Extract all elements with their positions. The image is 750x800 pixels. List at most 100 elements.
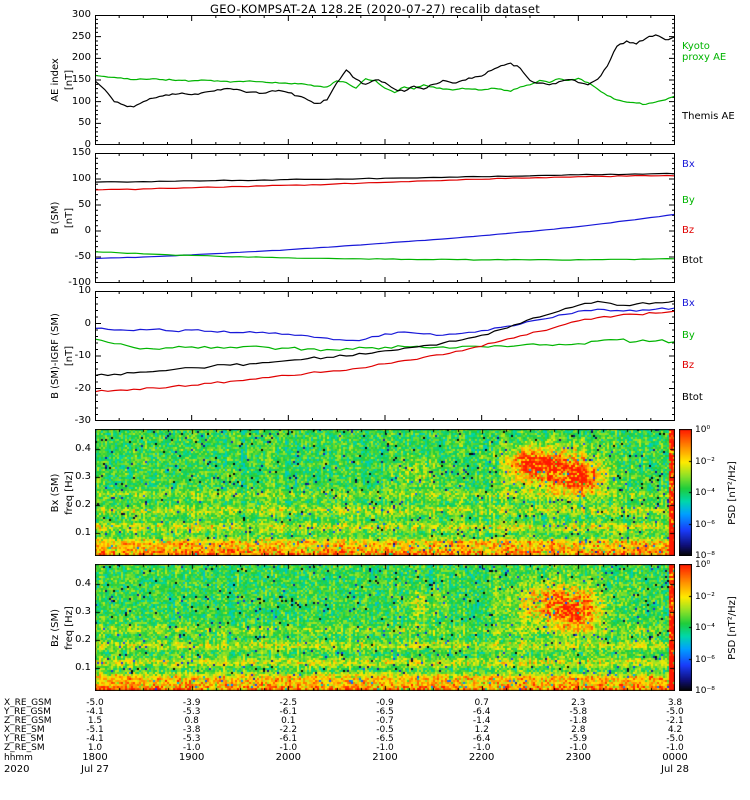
- specbz-spectrogram: [95, 564, 675, 691]
- ephemeris-value: -1.0: [182, 743, 201, 753]
- legend-by: By: [682, 330, 695, 341]
- y-tick-label: 0.3: [75, 605, 91, 617]
- y-tick-label: 150: [71, 147, 91, 158]
- ephemeris-value: -2.5: [279, 698, 298, 708]
- y-axis-label: freq [Hz]: [64, 605, 75, 650]
- panel-b-igrf: [95, 291, 675, 421]
- y-axis-label: freq [Hz]: [64, 470, 75, 515]
- y-tick-label: -20: [74, 382, 91, 394]
- ephemeris-value: -0.5: [376, 725, 394, 735]
- series-by: [95, 251, 675, 261]
- ephemeris-value: -4.1: [86, 734, 104, 744]
- plot-frame: [95, 153, 675, 283]
- ephemeris-value: -0.7: [376, 716, 394, 726]
- ephemeris-row-label: Z_RE_GSM: [4, 716, 52, 726]
- colorbar-tick-label: 10⁻⁸: [695, 686, 715, 696]
- ephemeris-value: -3.9: [182, 698, 201, 708]
- ephemeris-value: -3.8: [182, 725, 201, 735]
- colorbar-tick-label: 10⁻⁴: [695, 488, 715, 498]
- legend-by: By: [682, 195, 695, 206]
- y-axis-label: B (SM): [50, 201, 61, 235]
- ephemeris-value: -5.8: [569, 707, 588, 717]
- legend-btot: Btot: [682, 255, 703, 266]
- y-tick-label: 0.4: [75, 577, 91, 589]
- y-tick-label: 250: [71, 30, 91, 42]
- ephemeris-value: 1.2: [474, 725, 489, 735]
- ephemeris-row-label: Y_RE_GSM: [4, 707, 51, 717]
- ephemeris-value: -4.1: [86, 707, 104, 717]
- ephemeris-value: 3.8: [667, 698, 683, 708]
- y-tick-label: 10: [78, 285, 91, 296]
- legend-bz: Bz: [682, 225, 695, 236]
- ephemeris-value: -6.1: [279, 707, 298, 717]
- axis-ticks: [95, 291, 675, 421]
- y-tick-label: 0.2: [75, 634, 91, 646]
- colorbar-tick-label: 10⁻⁶: [695, 519, 715, 530]
- time-tick-label: 2000: [275, 752, 302, 763]
- time-tick-label: 1900: [178, 752, 205, 763]
- y-tick-label: 150: [71, 74, 91, 85]
- colorbar-tick-label: 10⁻²: [695, 591, 715, 602]
- ephemeris-value: -1.0: [666, 743, 684, 753]
- ephemeris-value: -6.5: [376, 707, 394, 717]
- ephemeris-value: -1.0: [376, 743, 394, 753]
- legend-kyoto: Kyoto: [682, 41, 710, 52]
- y-tick-label: 0.1: [75, 662, 91, 674]
- ae-plot: [95, 15, 675, 145]
- panel-b-sm: [95, 153, 675, 283]
- y-tick-label: 200: [71, 52, 91, 64]
- ephemeris-value: -0.9: [376, 698, 394, 708]
- ephemeris-value: -1.0: [472, 743, 491, 753]
- y-tick-label: -10: [74, 350, 91, 361]
- ephemeris-value: -1.4: [472, 716, 491, 726]
- time-tick-label: 2300: [565, 752, 592, 763]
- y-tick-label: -50: [74, 251, 91, 262]
- ephemeris-value: -5.9: [569, 734, 588, 744]
- y-axis-label: AE index: [50, 58, 61, 102]
- time-axis-label: hhmm: [4, 753, 33, 763]
- plot-frame: [95, 15, 675, 145]
- ephemeris-value: -2.1: [666, 716, 684, 726]
- ephemeris-value: -1.0: [569, 743, 588, 753]
- y-tick-label: 300: [71, 9, 91, 20]
- ephemeris-value: -5.0: [86, 698, 104, 708]
- series-bx: [95, 213, 675, 260]
- ephemeris-row-label: Z_RE_SM: [4, 743, 45, 753]
- ephemeris-value: -6.4: [472, 707, 491, 717]
- ephemeris-value: -5.0: [666, 734, 684, 744]
- series-btot: [95, 300, 675, 377]
- ephemeris-value: -6.5: [376, 734, 394, 744]
- bigrf-plot: [95, 291, 675, 421]
- time-tick-label: 1800: [82, 752, 108, 763]
- series-bz: [95, 310, 675, 393]
- y-tick-label: 0.2: [75, 499, 91, 511]
- date-end-label: Jul 28: [661, 764, 689, 775]
- date-start-label: Jul 27: [81, 764, 109, 775]
- legend-bx: Bx: [682, 159, 695, 170]
- ephemeris-value: -5.1: [86, 725, 104, 735]
- colorbar-tick-label: 10⁻⁴: [695, 623, 715, 633]
- legend-btot: Btot: [682, 392, 703, 403]
- y-tick-label: -30: [74, 415, 91, 426]
- ephemeris-value: 1.5: [87, 716, 103, 726]
- bsm-plot: [95, 153, 675, 283]
- y-tick-label: 100: [71, 173, 91, 184]
- series-bx: [95, 307, 675, 342]
- axis-ticks: [95, 153, 675, 283]
- ephemeris-value: -6.4: [472, 734, 491, 744]
- y-axis-label: Bz (SM): [50, 608, 61, 647]
- y-tick-label: 0: [84, 317, 91, 329]
- ephemeris-row-label: Y_RE_SM: [4, 734, 44, 744]
- ephemeris-value: 4.2: [667, 725, 683, 735]
- ephemeris-value: -5.0: [666, 707, 684, 717]
- ephemeris-value: 0.8: [184, 716, 199, 726]
- ephemeris-value: 0.1: [281, 716, 296, 726]
- y-tick-label: 0: [84, 139, 91, 150]
- plot-frame: [95, 291, 675, 421]
- specbx-spectrogram: [95, 429, 675, 556]
- y-tick-label: -100: [68, 277, 91, 288]
- plot-title: GEO-KOMPSAT-2A 128.2E (2020-07-27) recal…: [209, 2, 540, 16]
- series-by: [95, 338, 675, 352]
- time-tick-label: 0000: [662, 752, 688, 763]
